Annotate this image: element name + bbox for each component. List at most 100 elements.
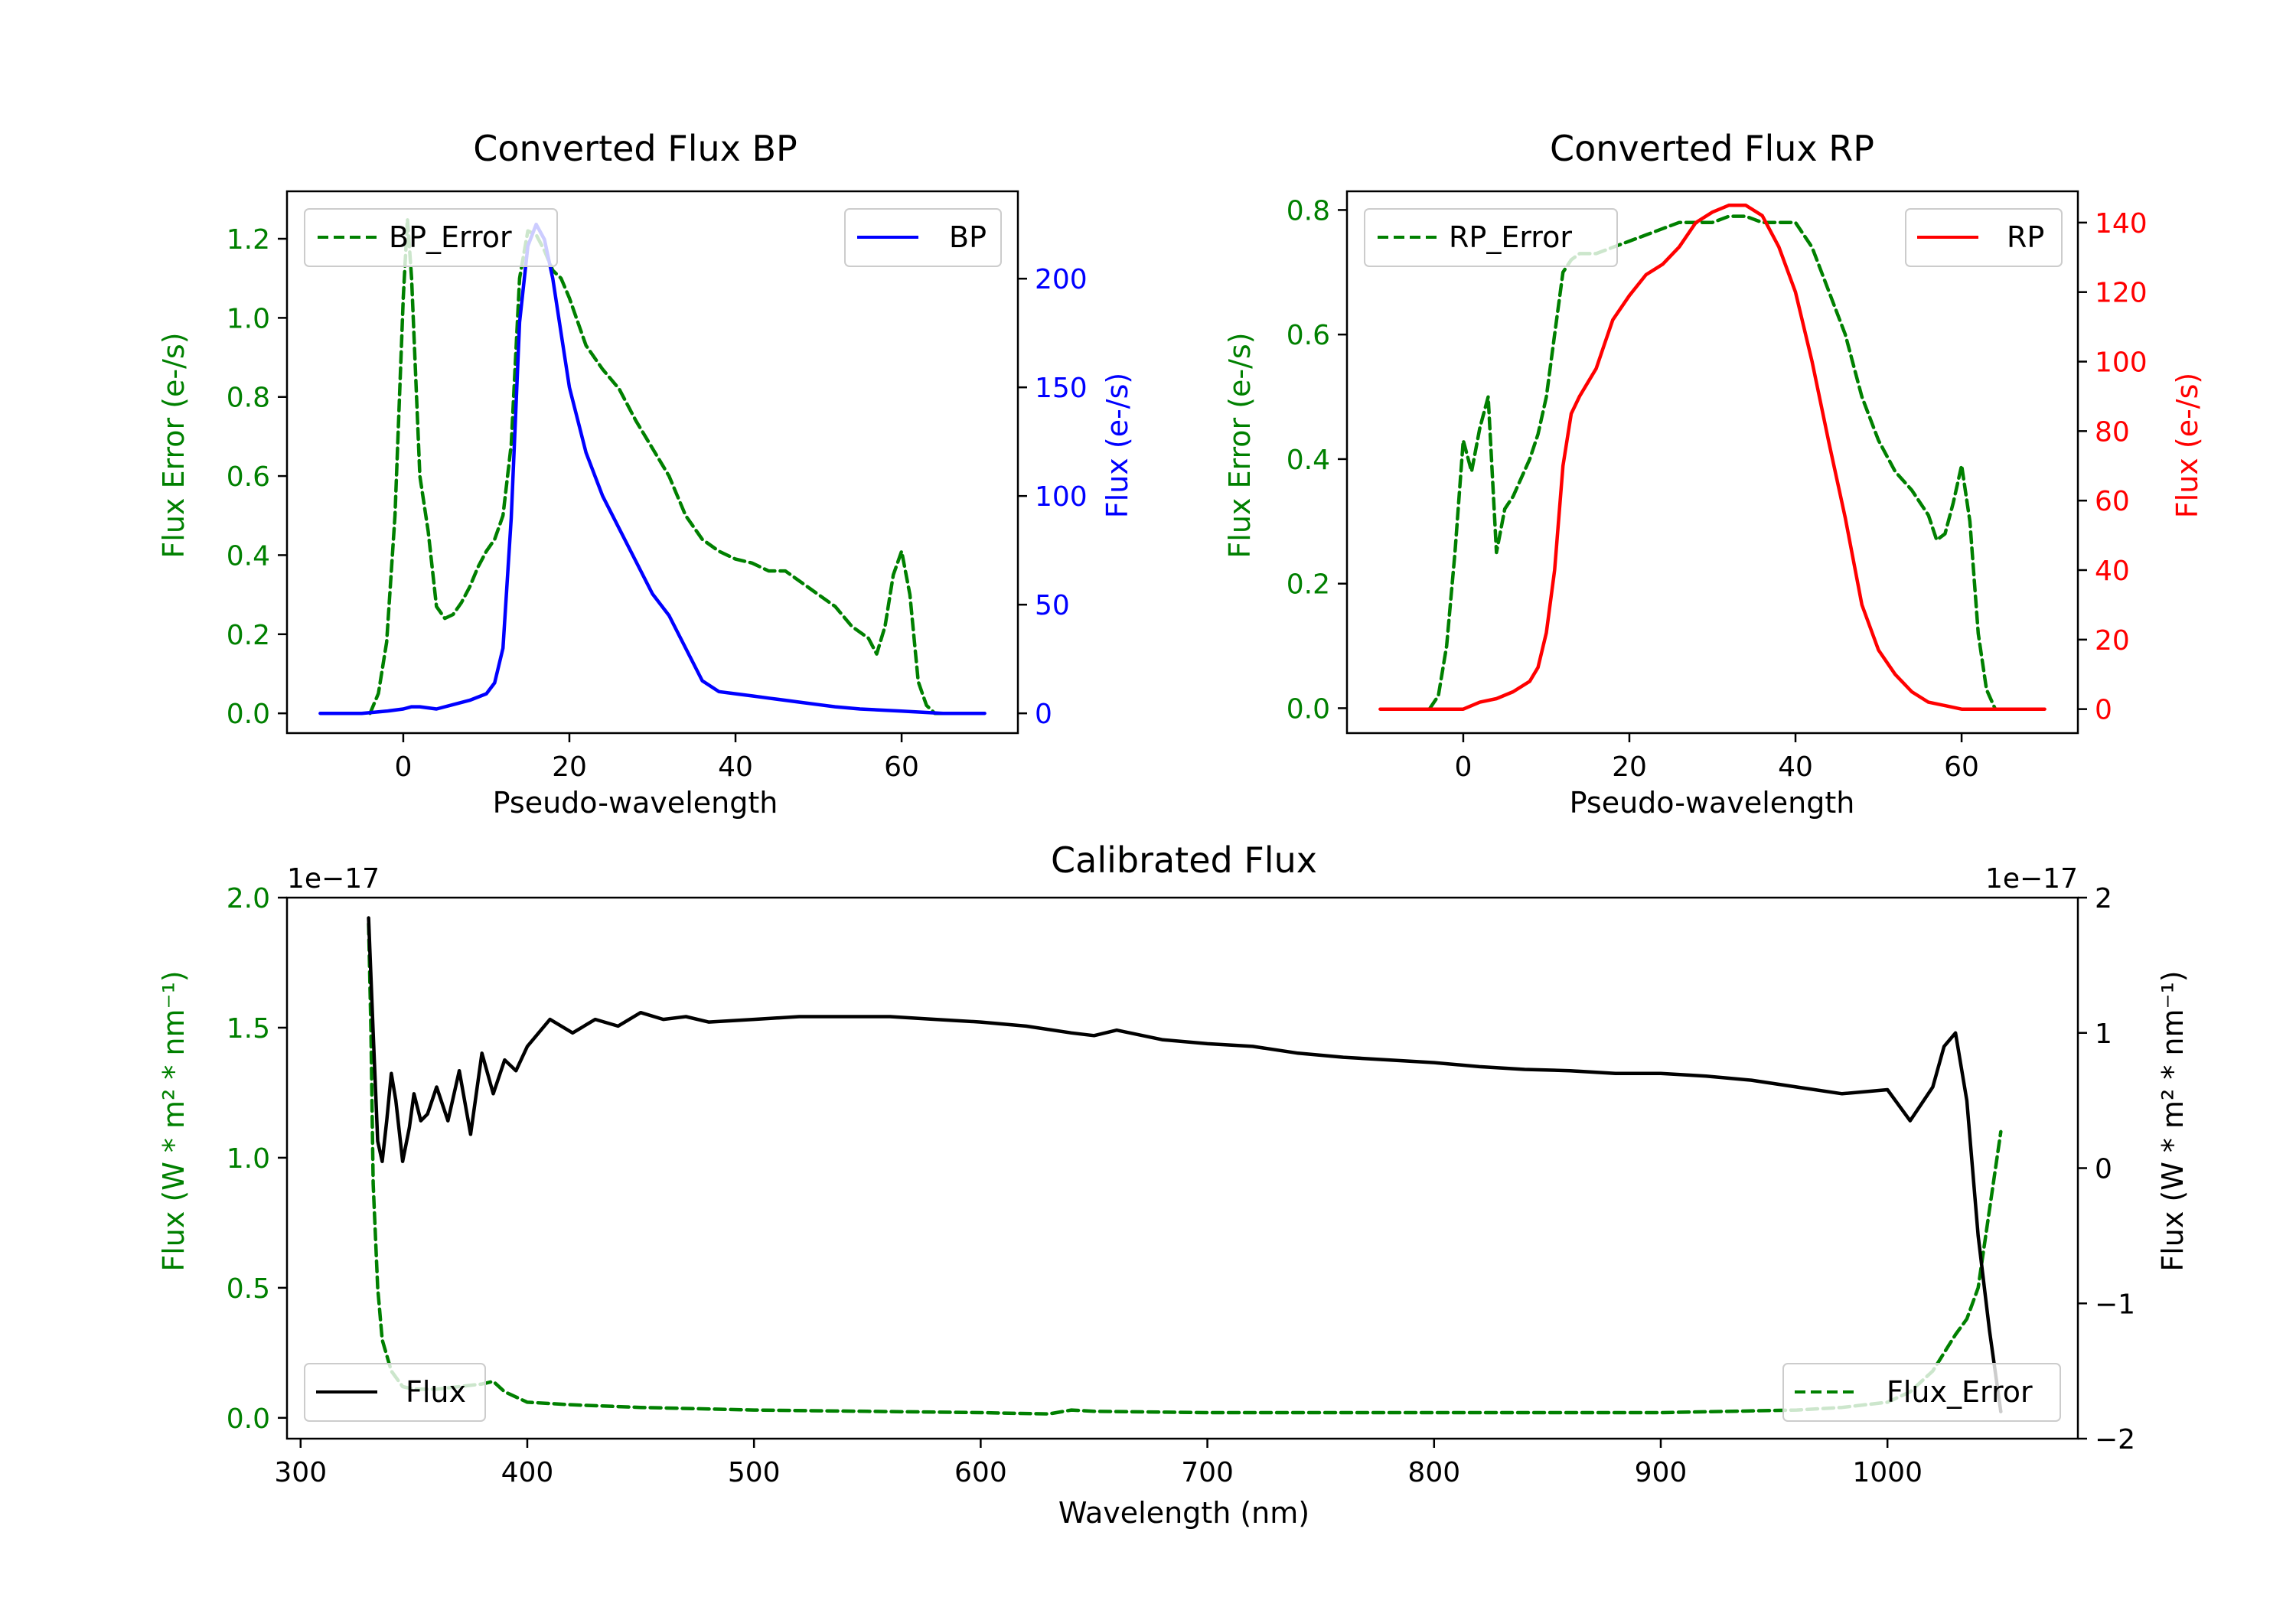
cal-legend-flux-label: Flux	[406, 1375, 466, 1409]
cal-legend-left-box	[304, 1363, 486, 1422]
rp-right-tick-label: 20	[2095, 625, 2130, 657]
bp-title: Converted Flux BP	[473, 128, 797, 169]
bp-legend-right: BP	[844, 208, 1002, 267]
rp-legend-right-box	[1905, 208, 2063, 267]
bp-series-bp	[318, 222, 987, 715]
cal-left-tick-label: 0.5	[227, 1273, 270, 1305]
bp-left-tick-label: 0.4	[227, 540, 270, 572]
bp-left-tick-label: 1.0	[227, 303, 270, 334]
rp-plot-frame	[1345, 190, 2079, 735]
cal-x-tick-label: 400	[501, 1457, 554, 1488]
rp-right-axis-label: Flux (e-/s)	[2170, 373, 2204, 518]
rp-left-tick-label: 0.4	[1287, 445, 1330, 476]
cal-right-tick-label: −1	[2095, 1289, 2135, 1320]
rp-right-tick-label: 80	[2095, 416, 2130, 448]
cal-right-tick-label: 2	[2095, 883, 2112, 914]
rp-legend-left-box	[1364, 208, 1618, 267]
cal-x-tick-label: 500	[728, 1457, 781, 1488]
rp-left-axis-label: Flux Error (e-/s)	[1223, 332, 1257, 558]
bp-legend-error-label: BP_Error	[389, 220, 512, 254]
rp-left-tick-label: 0.6	[1287, 320, 1330, 351]
rp-legend-left: RP_Error	[1364, 208, 1618, 267]
cal-x-tick-label: 1000	[1852, 1457, 1923, 1488]
bp-left-axis-label: Flux Error (e-/s)	[157, 332, 191, 558]
rp-x-tick-label: 60	[1944, 751, 1979, 783]
rp-x-tick-label: 40	[1778, 751, 1813, 783]
cal-series-flux	[367, 916, 2003, 1413]
cal-legend-error-label: Flux_Error	[1887, 1375, 2033, 1409]
cal-left-axis-label: Flux (W * m² * nm⁻¹)	[157, 970, 191, 1271]
bp-series-bp-error	[368, 217, 945, 715]
rp-left-tick-label: 0.8	[1287, 195, 1330, 227]
rp-right-tick-label: 40	[2095, 556, 2130, 587]
bp-legend-flux-label: BP	[949, 220, 987, 254]
cal-plot-frame	[285, 896, 2079, 1440]
rp-right-tick-label: 100	[2095, 347, 2148, 379]
cal-legend-left: Flux	[304, 1363, 486, 1422]
cal-left-tick-label: 1.0	[227, 1143, 270, 1175]
cal-right-tick-label: 1	[2095, 1019, 2112, 1050]
rp-right-tick-label: 60	[2095, 486, 2130, 517]
cal-x-tick-label: 300	[274, 1457, 327, 1488]
rp-right-tick-label: 140	[2095, 208, 2148, 240]
bp-legend-right-box	[844, 208, 1002, 267]
cal-left-tick-label: 1.5	[227, 1013, 270, 1045]
bp-x-tick-label: 20	[552, 751, 587, 783]
cal-left-offset-text: 1e−17	[287, 863, 380, 895]
cal-right-offset-text: 1e−17	[1985, 863, 2078, 895]
rp-legend-flux-label: RP	[2007, 220, 2044, 254]
cal-x-tick-label: 700	[1181, 1457, 1234, 1488]
bp-ticks: 0 20 40 60 0.0 0.2 0.4 0.6 0.8 1.0 1.2 0 50 100 150 200	[227, 224, 1088, 783]
bp-left-tick-label: 0.2	[227, 620, 270, 651]
cal-x-tick-label: 800	[1407, 1457, 1460, 1488]
cal-title: Calibrated Flux	[1051, 839, 1317, 881]
cal-x-axis-label: Wavelength (nm)	[1058, 1496, 1309, 1530]
bp-x-tick-label: 0	[394, 751, 412, 783]
rp-right-tick-label: 0	[2095, 695, 2112, 726]
cal-right-axis-label: Flux (W * m² * nm⁻¹)	[2156, 970, 2190, 1271]
bp-right-tick-label: 150	[1035, 373, 1088, 404]
rp-series-rp	[1378, 203, 2047, 711]
bp-x-axis-label: Pseudo-wavelength	[493, 786, 778, 820]
bp-legend-left: BP_Error	[304, 208, 558, 267]
rp-ticks: 0 20 40 60 0.0 0.2 0.4 0.6 0.8 0 20 40 60 80 100 120 140	[1287, 195, 2148, 783]
bp-x-tick-label: 40	[718, 751, 753, 783]
cal-legend-right-box	[1782, 1363, 2061, 1422]
rp-title: Converted Flux RP	[1550, 128, 1874, 169]
cal-right-tick-label: −2	[2095, 1424, 2135, 1455]
cal-x-tick-label: 600	[954, 1457, 1007, 1488]
cal-ticks: 300 400 500 600 700 800 900 1000 0.0 0.5 1.0 1.5 2.0…	[227, 883, 2135, 1488]
bp-right-tick-label: 0	[1035, 699, 1052, 730]
bp-left-tick-label: 0.0	[227, 699, 270, 730]
cal-left-tick-label: 2.0	[227, 883, 270, 914]
bp-panel: Converted Flux BP Pseudo-wavelength Flux…	[157, 128, 1134, 820]
bp-left-tick-label: 0.8	[227, 383, 270, 414]
bp-plot-frame	[285, 190, 1019, 735]
bp-lines	[318, 217, 987, 715]
rp-right-tick-label: 120	[2095, 278, 2148, 309]
rp-left-tick-label: 0.2	[1287, 569, 1330, 601]
rp-legend-right: RP	[1905, 208, 2063, 267]
bp-right-axis-label: Flux (e-/s)	[1101, 373, 1134, 518]
rp-x-tick-label: 0	[1454, 751, 1472, 783]
cal-right-tick-label: 0	[2095, 1154, 2112, 1185]
cal-x-tick-label: 900	[1635, 1457, 1688, 1488]
bp-right-tick-label: 100	[1035, 481, 1088, 513]
bp-right-tick-label: 200	[1035, 264, 1088, 295]
cal-left-tick-label: 0.0	[227, 1403, 270, 1435]
cal-legend-right: Flux_Error	[1782, 1363, 2061, 1422]
rp-series-rp-error	[1428, 214, 1997, 710]
cal-panel: Calibrated Flux 1e−17 1e−17 Wavelength (…	[157, 839, 2190, 1530]
rp-panel: Converted Flux RP Pseudo-wavelength Flux…	[1223, 128, 2204, 820]
rp-x-axis-label: Pseudo-wavelength	[1570, 786, 1855, 820]
bp-left-tick-label: 0.6	[227, 461, 270, 493]
rp-left-tick-label: 0.0	[1287, 693, 1330, 725]
rp-x-tick-label: 20	[1612, 751, 1647, 783]
rp-legend-error-label: RP_Error	[1449, 220, 1572, 254]
bp-x-tick-label: 60	[884, 751, 919, 783]
rp-lines	[1378, 203, 2047, 711]
bp-right-tick-label: 50	[1035, 590, 1070, 621]
bp-legend-left-box	[304, 208, 558, 267]
